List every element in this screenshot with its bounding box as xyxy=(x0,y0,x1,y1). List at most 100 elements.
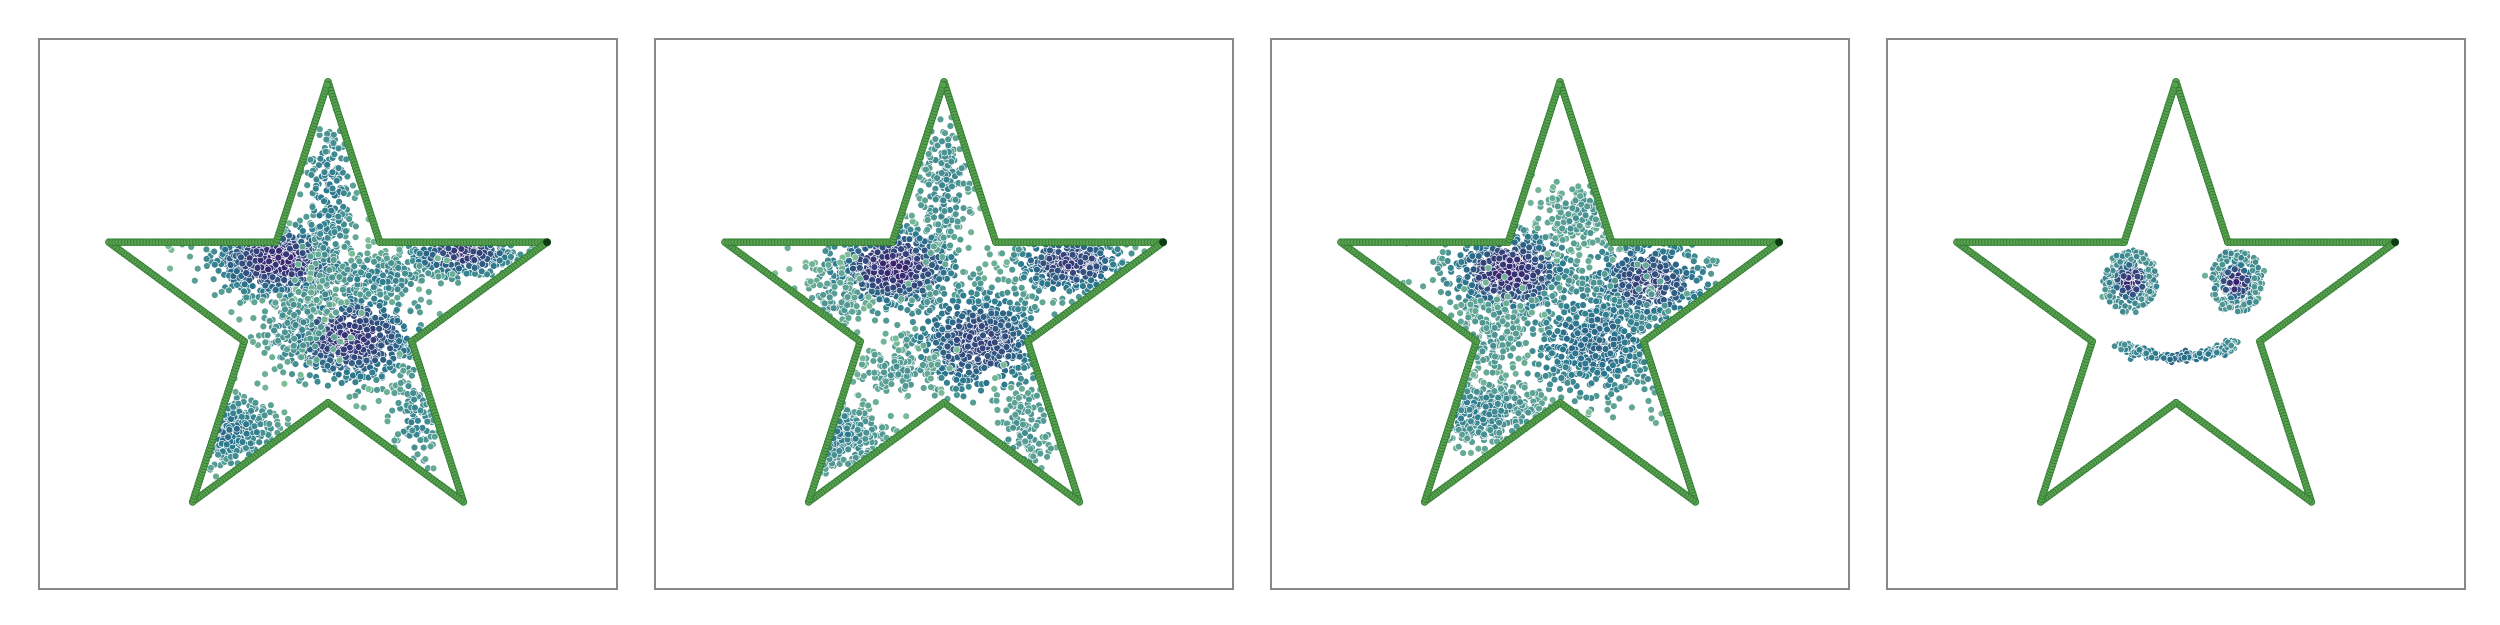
scatter-point xyxy=(275,247,283,255)
scatter-point xyxy=(877,268,886,276)
scatter-point xyxy=(469,247,478,256)
scatter-point xyxy=(1058,299,1066,307)
scatter-point xyxy=(947,269,955,278)
scatter-point xyxy=(329,345,337,353)
scatter-point xyxy=(994,276,1002,284)
scatter-point xyxy=(305,358,314,367)
scatter-point xyxy=(1072,276,1081,284)
scatter-point xyxy=(969,398,977,407)
scatter-point xyxy=(379,356,387,364)
scatter-point xyxy=(319,244,327,252)
scatter-point xyxy=(1006,298,1014,307)
scatter-point xyxy=(370,283,378,291)
scatter-point xyxy=(186,252,194,261)
scatter-point xyxy=(982,379,991,387)
scatter-point xyxy=(320,315,329,324)
scatter-point xyxy=(1079,282,1087,290)
scatter-point xyxy=(490,262,498,270)
scatter-point xyxy=(1086,269,1094,278)
scatter-point xyxy=(411,404,419,412)
scatter-point xyxy=(943,342,952,351)
scatter-point xyxy=(395,337,403,345)
scatter-point xyxy=(952,376,961,384)
scatter-point xyxy=(336,338,344,346)
scatter-point xyxy=(862,273,870,282)
scatter-point xyxy=(393,316,401,325)
outline-point xyxy=(323,80,331,89)
scatter-point xyxy=(304,295,312,303)
scatter-point xyxy=(902,250,910,258)
scatter-point xyxy=(1014,305,1022,313)
scatter-point xyxy=(225,286,233,295)
scatter-point xyxy=(343,172,352,181)
scatter-point xyxy=(1079,268,1087,276)
scatter-point xyxy=(315,161,323,169)
scatter-point xyxy=(998,249,1006,258)
scatter-point xyxy=(233,267,241,275)
scatter-point xyxy=(333,177,341,185)
scatter-point xyxy=(425,288,433,296)
scatter-point xyxy=(328,273,336,282)
scatter-point xyxy=(335,273,344,281)
scatter-point xyxy=(945,305,953,313)
scatter-point xyxy=(996,267,1004,276)
scatter-point xyxy=(421,259,429,267)
scatter-point xyxy=(893,321,902,329)
scatter-point xyxy=(935,331,943,339)
scatter-point xyxy=(306,371,314,379)
scatter-point xyxy=(393,285,402,294)
scatter-point xyxy=(1092,262,1101,271)
scatter-point xyxy=(340,189,348,197)
scatter-point xyxy=(1001,332,1009,340)
scatter-point xyxy=(312,185,320,193)
scatter-point xyxy=(415,285,423,294)
scatter-point xyxy=(1028,292,1036,300)
scatter-point xyxy=(336,231,344,240)
scatter-point xyxy=(247,407,255,415)
scatter-point xyxy=(966,333,974,341)
scatter-point xyxy=(981,260,990,269)
scatter-point xyxy=(338,379,346,387)
scatter-point xyxy=(242,269,250,277)
scatter-point xyxy=(434,254,442,263)
scatter-point xyxy=(370,258,378,266)
scatter-point xyxy=(383,388,391,396)
scatter-point xyxy=(980,364,988,372)
scatter-point xyxy=(443,256,451,265)
scatter-point xyxy=(418,276,426,285)
scatter-point xyxy=(450,253,458,261)
scatter-point xyxy=(303,308,312,316)
scatter-point xyxy=(1045,255,1054,263)
scatter-point xyxy=(347,334,355,342)
scatter-point xyxy=(363,249,372,258)
scatter-point xyxy=(330,333,338,341)
scatter-point xyxy=(1010,251,1018,259)
scatter-point xyxy=(340,220,348,229)
scatter-point xyxy=(1069,269,1077,277)
density-points xyxy=(164,105,536,481)
scatter-point xyxy=(383,254,391,263)
scatter-point xyxy=(367,343,376,351)
scatter-point xyxy=(914,308,923,316)
scatter-point xyxy=(238,413,246,421)
scatter-point xyxy=(322,147,330,156)
scatter-point xyxy=(316,230,324,238)
scatter-point xyxy=(986,250,994,259)
scatter-point xyxy=(296,190,304,199)
scatter-point xyxy=(904,280,913,288)
scatter-point xyxy=(363,256,371,264)
scatter-point xyxy=(975,265,983,273)
scatter-point xyxy=(285,219,294,227)
scatter-point xyxy=(416,436,425,444)
scatter-point xyxy=(965,297,973,306)
scatter-point xyxy=(943,379,951,387)
scatter-point xyxy=(328,168,337,176)
scatter-point xyxy=(940,290,948,298)
scatter-point xyxy=(978,322,986,330)
scatter-point xyxy=(1004,277,1013,285)
scatter-point xyxy=(906,225,915,234)
scatter-point xyxy=(229,272,238,280)
scatter-point xyxy=(1049,285,1057,293)
scatter-point xyxy=(988,283,996,292)
scatter-point xyxy=(376,290,384,299)
